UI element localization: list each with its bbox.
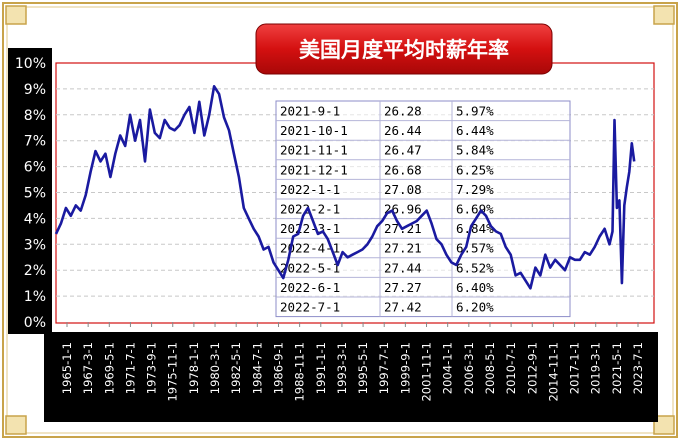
table-cell: 26.68	[384, 162, 422, 177]
x-tick-label: 2012-9-1	[525, 342, 539, 394]
table-cell: 27.42	[384, 300, 422, 315]
frame-corner-ornament	[653, 5, 675, 25]
x-tick-label: 2004-1-1	[441, 342, 455, 394]
table-cell: 5.84%	[456, 143, 494, 158]
table-cell: 2021-9-1	[280, 104, 340, 119]
x-axis-panel	[44, 332, 658, 422]
table-cell: 2022-6-1	[280, 280, 340, 295]
x-tick-label: 1991-1-1	[314, 342, 328, 394]
series-line	[54, 85, 636, 290]
x-tick-label: 1980-3-1	[208, 342, 222, 394]
table-cell: 2021-11-1	[280, 143, 348, 158]
x-tick-label: 1967-3-1	[81, 342, 95, 394]
table-cell: 2022-4-1	[280, 241, 340, 256]
y-tick-label: 7%	[24, 134, 46, 150]
y-axis-panel	[8, 48, 52, 334]
y-tick-label: 6%	[24, 160, 46, 176]
x-tick-label: 1984-7-1	[250, 342, 264, 394]
y-tick-label: 10%	[15, 56, 46, 72]
x-tick-label: 2014-11-1	[546, 342, 560, 402]
x-tick-label: 2006-3-1	[462, 342, 476, 394]
x-tick-label: 1999-9-1	[398, 342, 412, 394]
x-tick-label: 2023-7-1	[631, 342, 645, 394]
y-tick-label: 9%	[24, 82, 46, 98]
x-tick-label: 1978-1-1	[187, 342, 201, 394]
x-tick-label: 1975-11-1	[166, 342, 180, 402]
x-tick-label: 2001-11-1	[420, 342, 434, 402]
x-tick-label: 1971-7-1	[123, 342, 137, 394]
frame-corner-ornament	[5, 5, 27, 25]
y-tick-label: 3%	[24, 237, 46, 253]
x-tick-label: 1965-1-1	[60, 342, 74, 394]
table-cell: 6.44%	[456, 123, 494, 138]
table-cell: 26.96	[384, 202, 422, 217]
x-tick-label: 1995-5-1	[356, 342, 370, 394]
table-cell: 6.69%	[456, 202, 494, 217]
series-group	[54, 85, 636, 290]
y-tick-label: 8%	[24, 108, 46, 124]
table-cell: 6.20%	[456, 300, 494, 315]
x-tick-label: 1973-9-1	[145, 342, 159, 394]
table-cell: 2022-2-1	[280, 202, 340, 217]
y-tick-label: 5%	[24, 186, 46, 202]
frame-corner-ornament	[653, 415, 675, 435]
table-cell: 2022-1-1	[280, 182, 340, 197]
frame-corner-ornament	[5, 415, 27, 435]
table-cell: 27.21	[384, 241, 422, 256]
data-table: 2021-9-1 26.28 5.97% 2021-10-1 26.44 6.44% 202…	[275, 100, 571, 318]
x-tick-label: 2019-3-1	[589, 342, 603, 394]
chart-title: 美国月度平均时薪年率	[299, 38, 509, 62]
x-tick-label: 1969-5-1	[102, 342, 116, 394]
table-cell: 6.25%	[456, 162, 494, 177]
table-cell: 6.40%	[456, 280, 494, 295]
y-tick-label: 1%	[24, 289, 46, 305]
table-cell: 27.08	[384, 182, 422, 197]
table-cell: 27.44	[384, 260, 422, 275]
frame-inner-border	[6, 6, 674, 434]
table-cell: 2022-5-1	[280, 260, 340, 275]
table-cell: 5.97%	[456, 104, 494, 119]
x-tick-label: 1993-3-1	[335, 342, 349, 394]
x-tick-labels: 1965-1-1 1967-3-1 1969-5-1 1971-7-1 1973-9-1…	[60, 322, 645, 402]
table-cell: 7.29%	[456, 182, 494, 197]
table-cell: 2021-10-1	[280, 123, 348, 138]
table-cell: 26.47	[384, 143, 422, 158]
y-tick-label: 0%	[24, 315, 46, 331]
x-tick-label: 2017-1-1	[568, 342, 582, 394]
table-cell: 2022-3-1	[280, 221, 340, 236]
x-tick-label: 2021-5-1	[610, 342, 624, 394]
table-cell: 26.28	[384, 104, 422, 119]
table-cell: 26.44	[384, 123, 422, 138]
y-tick-labels: 0% 1% 2% 3% 4% 5% 6% 7% 8% 9% 10%	[15, 56, 46, 331]
table-cell: 6.52%	[456, 260, 494, 275]
x-tick-label: 1988-11-1	[293, 342, 307, 402]
y-tick-label: 4%	[24, 211, 46, 227]
table-cell: 2022-7-1	[280, 300, 340, 315]
x-tick-label: 1997-7-1	[377, 342, 391, 394]
x-tick-label: 1986-9-1	[271, 342, 285, 394]
x-tick-label: 1982-5-1	[229, 342, 243, 394]
y-tick-label: 2%	[24, 263, 46, 279]
table-frame	[275, 100, 571, 318]
table-cell: 27.27	[384, 280, 422, 295]
x-tick-label: 2008-5-1	[483, 342, 497, 394]
title-banner: 美国月度平均时薪年率	[255, 23, 553, 75]
x-tick-label: 2010-7-1	[504, 342, 518, 394]
table-cell: 2021-12-1	[280, 162, 348, 177]
table-cell: 6.84%	[456, 221, 494, 236]
